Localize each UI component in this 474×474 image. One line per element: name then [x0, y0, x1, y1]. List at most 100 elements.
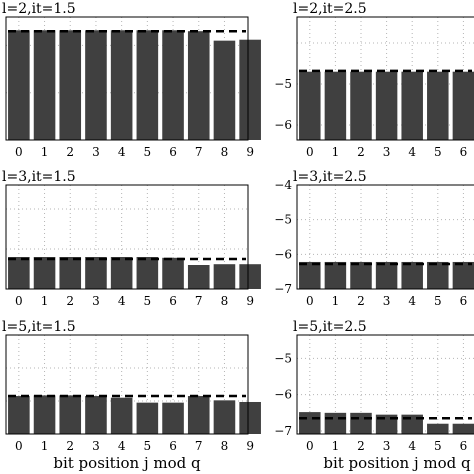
panel-title: l=3,it=1.5 — [2, 169, 76, 185]
chart-panel-5: l=5,it=1.5 0 1 2 3 4 5 6 7 8 9 bit position j mod q — [2, 319, 261, 472]
x-tick-label: 0 — [306, 439, 314, 453]
bar — [8, 257, 30, 289]
panel-title: l=5,it=1.5 — [2, 319, 76, 335]
bar — [59, 30, 82, 140]
x-tick-label: 4 — [118, 439, 126, 453]
y-tick-label: −6 — [274, 118, 292, 132]
bar — [162, 257, 184, 289]
x-axis-label: bit position j mod q — [53, 454, 201, 472]
x-tick-label: 9 — [246, 294, 254, 308]
bar — [136, 30, 159, 140]
bar — [8, 30, 30, 140]
x-tick-label: 9 — [246, 439, 254, 453]
x-tick-label: 4 — [408, 145, 416, 159]
bar — [110, 257, 133, 289]
bar — [213, 40, 236, 140]
x-tick-label: 8 — [221, 294, 229, 308]
x-tick-label: 6 — [460, 145, 468, 159]
plot-frame — [296, 334, 474, 435]
x-tick-label: 5 — [144, 294, 152, 308]
bar — [59, 395, 82, 434]
y-tick-label: −6 — [274, 247, 292, 261]
x-tick-label: 4 — [118, 145, 126, 159]
bar — [375, 261, 398, 289]
bar — [427, 261, 449, 289]
bar — [33, 30, 56, 140]
bar — [324, 261, 347, 289]
bar — [85, 30, 107, 140]
bar — [33, 395, 56, 434]
bar — [401, 71, 423, 140]
bar — [324, 412, 347, 434]
bar — [59, 257, 82, 289]
x-tick-label: 6 — [169, 294, 177, 308]
x-tick-label: 1 — [332, 439, 340, 453]
x-tick-label: 0 — [306, 145, 314, 159]
bar — [239, 39, 261, 141]
x-tick-label: 8 — [221, 439, 229, 453]
x-tick-label: 8 — [221, 145, 229, 159]
x-tick-label: 5 — [434, 439, 442, 453]
x-tick-label: 6 — [460, 439, 468, 453]
bar — [187, 265, 210, 289]
x-tick-label: 5 — [434, 145, 442, 159]
x-tick-label: 6 — [169, 145, 177, 159]
x-tick-label: 1 — [41, 439, 49, 453]
bar — [162, 402, 184, 434]
x-tick-label: 2 — [66, 439, 74, 453]
x-tick-label: 0 — [15, 294, 23, 308]
x-tick-label: 4 — [118, 294, 126, 308]
bar — [110, 30, 133, 140]
bar — [136, 257, 159, 289]
bar — [452, 423, 474, 434]
y-tick-label: −5 — [274, 351, 292, 365]
x-tick-label: 4 — [408, 294, 416, 308]
chart-panel-4: l=3,it=2.5 0 1 2 3 4 5 6 −4 −5 −6 −7 — [274, 169, 474, 308]
y-tick-label: −5 — [274, 213, 292, 227]
y-tick-label: −7 — [274, 282, 292, 296]
plot-frame — [5, 334, 249, 435]
x-tick-label: 4 — [408, 439, 416, 453]
x-tick-label: 1 — [332, 294, 340, 308]
x-tick-label: 2 — [357, 145, 365, 159]
x-tick-label: 1 — [41, 145, 49, 159]
bar — [299, 261, 321, 289]
x-tick-label: 0 — [15, 439, 23, 453]
x-tick-label: 0 — [15, 145, 23, 159]
y-tick-label: −4 — [274, 178, 292, 192]
bar — [8, 396, 30, 434]
bar — [324, 71, 347, 140]
bar — [213, 400, 236, 434]
x-tick-label: 3 — [383, 439, 391, 453]
bar — [350, 71, 372, 140]
y-tick-label: −6 — [274, 388, 292, 402]
plot-frame — [296, 184, 474, 290]
chart-panel-6: l=5,it=2.5 0 1 2 3 4 5 6 −5 −6 −7 bit position j mo… — [274, 319, 474, 472]
panel-title: l=2,it=1.5 — [2, 1, 76, 17]
plot-frame — [296, 16, 474, 141]
x-tick-label: 0 — [306, 294, 314, 308]
bar — [401, 261, 423, 289]
x-tick-label: 1 — [332, 145, 340, 159]
chart-panel-2: l=2,it=2.5 0 1 2 3 4 5 6 −5 −6 — [274, 1, 474, 159]
bar — [213, 264, 236, 289]
bar — [427, 423, 449, 434]
chart-panel-1: l=2,it=1.5 0 1 2 3 4 5 6 7 8 9 — [2, 1, 261, 159]
x-tick-label: 2 — [357, 294, 365, 308]
bar — [375, 71, 398, 140]
panel-title: l=3,it=2.5 — [293, 169, 367, 185]
bar — [136, 402, 159, 434]
bar — [162, 30, 184, 140]
bar — [187, 31, 210, 141]
x-tick-label: 5 — [144, 439, 152, 453]
x-tick-label: 9 — [246, 145, 254, 159]
x-tick-label: 3 — [383, 294, 391, 308]
bar — [350, 412, 372, 434]
x-axis-label: bit position j mod q — [323, 454, 471, 472]
x-tick-label: 5 — [434, 294, 442, 308]
x-tick-label: 2 — [66, 294, 74, 308]
x-tick-label: 6 — [460, 294, 468, 308]
bar — [452, 261, 474, 289]
bar — [85, 396, 107, 434]
